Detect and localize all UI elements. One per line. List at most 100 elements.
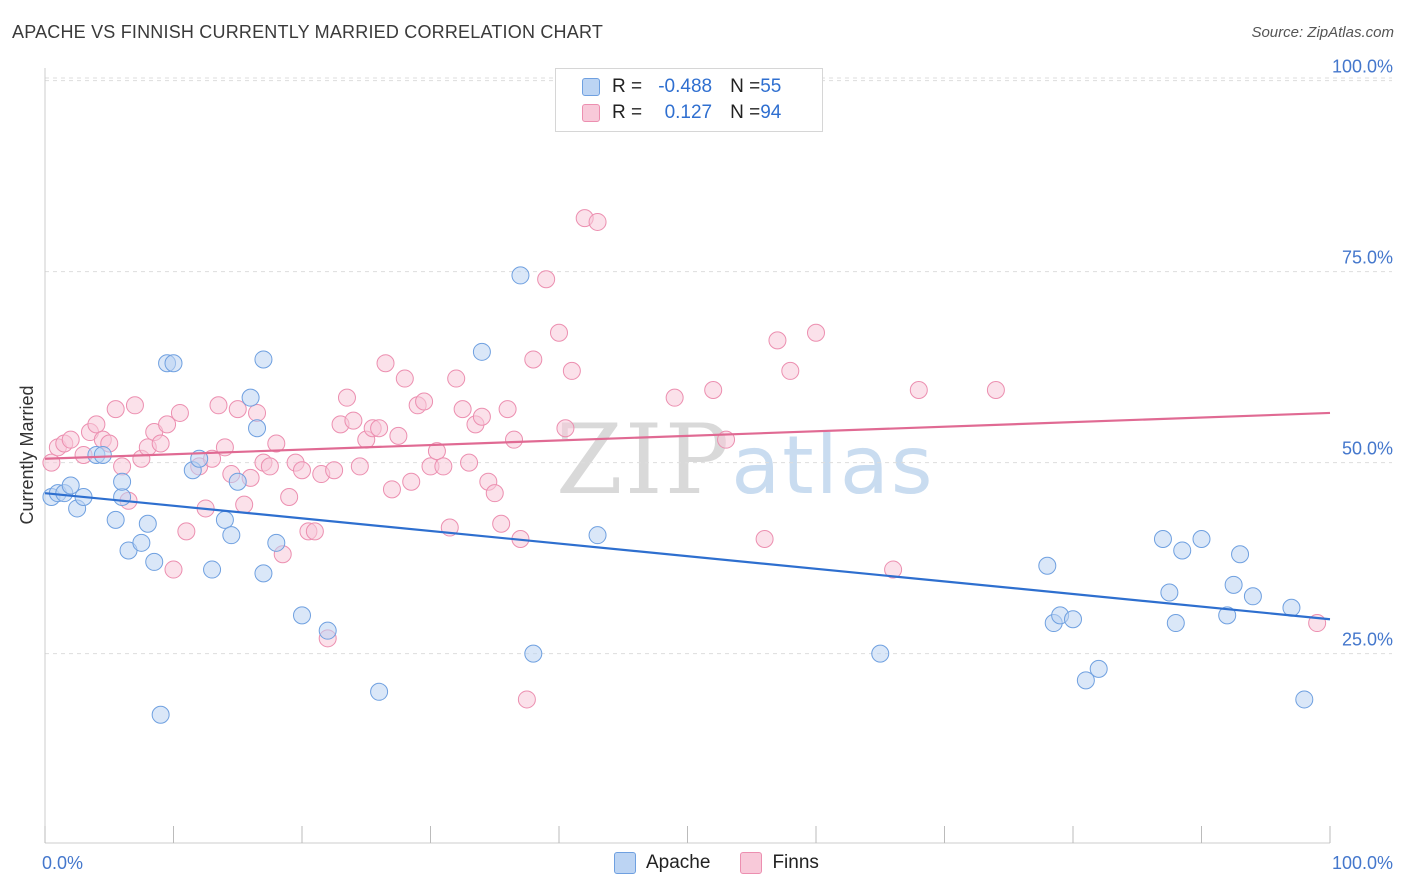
finns-point <box>395 369 414 388</box>
finns-point <box>389 426 408 445</box>
y-axis-title: Currently Married <box>17 385 37 524</box>
finns-point <box>884 560 903 579</box>
finns-point <box>344 411 363 430</box>
apache-point <box>1173 541 1192 560</box>
finns-point <box>61 430 80 449</box>
finns-point <box>370 419 389 438</box>
apache-point <box>1089 659 1108 678</box>
finns-legend-swatch <box>740 852 763 874</box>
apache-point <box>1160 583 1179 602</box>
apache-points <box>42 266 1314 724</box>
finns-n-value: 94 <box>760 102 782 123</box>
apache-legend-label: Apache <box>646 852 711 873</box>
apache-point <box>1224 575 1243 594</box>
watermark: ZIPatlas <box>556 404 935 516</box>
finns-point <box>87 415 106 434</box>
apache-point <box>132 533 151 552</box>
apache-point <box>145 552 164 571</box>
grid-lines <box>45 77 1392 655</box>
apache-point <box>1282 598 1301 617</box>
correlation-legend: R = -0.488 N = 55 R = 0.127 N = 94 <box>555 68 823 132</box>
apache-r-value: -0.488 <box>658 76 713 97</box>
axis-labels: 25.0% 50.0% 75.0% 100.0% 0.0% 100.0% Currently… <box>17 57 1393 873</box>
finns-point <box>337 388 356 407</box>
apache-point <box>164 354 183 373</box>
chart-title: APACHE VS FINNISH CURRENTLY MARRIED CORR… <box>12 22 604 42</box>
finns-point <box>106 400 125 419</box>
apache-trend-line <box>44 492 1331 621</box>
finns-point <box>42 453 61 472</box>
finns-swatch <box>582 104 600 122</box>
finns-point <box>248 403 267 422</box>
finns-point <box>498 400 517 419</box>
apache-point <box>1243 587 1262 606</box>
x-tick-label: 100.0% <box>1332 853 1393 873</box>
finns-point <box>151 434 170 453</box>
apache-point <box>1218 606 1237 625</box>
apache-legend-swatch <box>614 852 636 874</box>
finns-point <box>382 480 401 499</box>
apache-point <box>151 705 170 724</box>
finns-point <box>485 484 504 503</box>
y-tick-label: 50.0% <box>1342 439 1393 459</box>
finns-point <box>170 403 189 422</box>
finns-point <box>807 323 825 342</box>
apache-point <box>511 266 530 285</box>
finns-point <box>415 392 434 411</box>
finns-point <box>588 212 607 231</box>
apache-point <box>215 510 234 529</box>
apache-point <box>871 644 890 663</box>
apache-r-label: R = <box>612 76 643 97</box>
finns-point <box>492 514 511 533</box>
legend-row-apache: R = -0.488 N = 55 <box>582 74 781 100</box>
finns-point <box>402 472 421 491</box>
apache-point <box>61 476 80 495</box>
legend-row-finns: R = 0.127 N = 94 <box>582 100 781 126</box>
x-tick-label: 0.0% <box>42 853 83 873</box>
finns-point <box>781 361 800 380</box>
finns-point <box>556 419 575 438</box>
apache-point <box>472 342 491 361</box>
apache-point <box>241 388 260 407</box>
apache-point <box>254 564 273 583</box>
finns-point <box>280 487 299 506</box>
apache-point <box>222 526 241 545</box>
apache-point <box>106 510 125 529</box>
finns-point <box>505 430 524 449</box>
apache-point <box>113 472 132 491</box>
finns-point <box>768 331 787 350</box>
apache-point <box>1295 690 1314 709</box>
apache-point <box>370 682 389 701</box>
apache-swatch <box>582 78 600 96</box>
watermark-zip: ZIP <box>556 404 732 516</box>
finns-point <box>209 396 228 415</box>
finns-r-label: R = <box>612 102 643 123</box>
finns-point <box>325 461 344 480</box>
apache-point <box>267 533 286 552</box>
apache-point <box>1038 556 1057 575</box>
apache-point <box>228 472 247 491</box>
apache-point <box>1166 614 1185 633</box>
finns-point <box>228 400 247 419</box>
finns-point <box>164 560 183 579</box>
apache-point <box>1231 545 1250 564</box>
axes <box>44 68 1331 844</box>
y-tick-label: 100.0% <box>1332 57 1393 77</box>
finns-point <box>665 388 684 407</box>
apache-point <box>318 621 337 640</box>
legend-item-finns: Finns <box>740 852 819 874</box>
source-label: Source: ZipAtlas.com <box>1251 24 1394 41</box>
apache-point <box>1064 610 1082 629</box>
finns-legend-label: Finns <box>772 852 819 873</box>
apache-point <box>588 526 607 545</box>
series-legend: Apache Finns <box>614 852 849 874</box>
apache-point <box>113 487 132 506</box>
apache-point <box>248 419 267 438</box>
finns-point <box>350 457 369 476</box>
finns-point <box>158 415 177 434</box>
y-tick-label: 25.0% <box>1342 630 1393 650</box>
finns-r-value: 0.127 <box>664 102 713 123</box>
finns-point <box>909 381 928 400</box>
apache-point <box>138 514 157 533</box>
